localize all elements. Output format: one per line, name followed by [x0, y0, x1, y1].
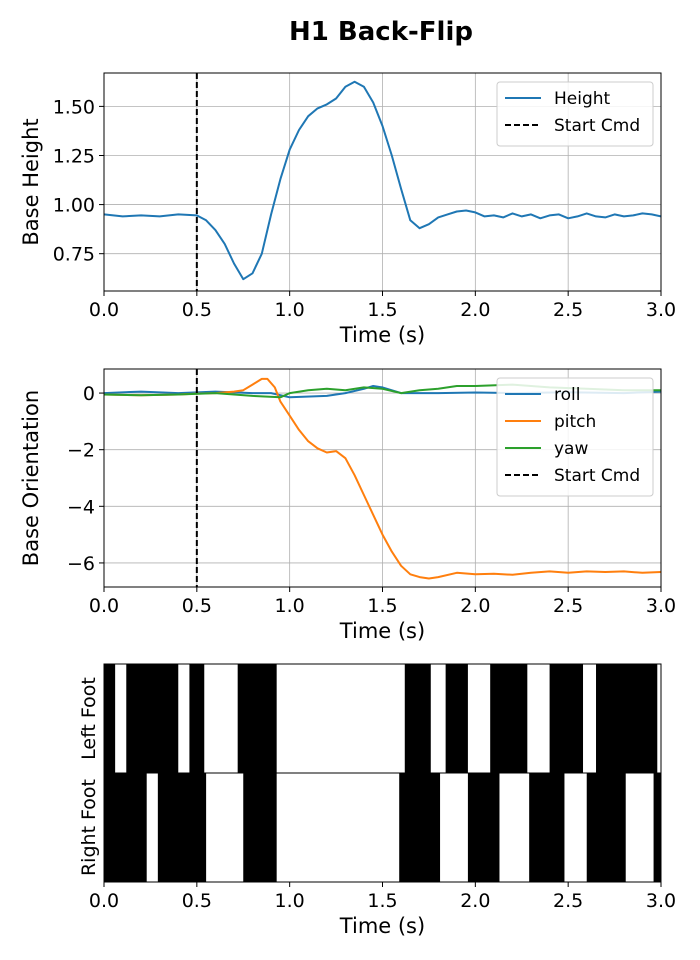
x-tick-label: 0.0 — [89, 595, 119, 617]
y-axis-label: Base Height — [19, 118, 43, 245]
y-tick-label: −6 — [67, 553, 95, 575]
contact-block-right-foot — [104, 773, 147, 882]
legend-entry: pitch — [554, 412, 596, 432]
legend-entry: Start Cmd — [554, 466, 640, 486]
x-tick-label: 1.0 — [275, 595, 305, 617]
contact-block-left-foot — [404, 664, 431, 773]
x-tick-label: 1.5 — [367, 299, 397, 321]
contact-block-left-foot — [596, 664, 658, 773]
height-panel: 0.0 0.5 1.0 1.5 2.0 2.5 3.0 0.75 1.00 1.25 1.50 Tim… — [19, 72, 676, 347]
legend-box — [496, 377, 654, 497]
y-tick-label: −2 — [67, 440, 95, 462]
y-tick-label: 1.25 — [53, 145, 95, 167]
legend-entry: roll — [554, 385, 580, 405]
x-tick-label: 0.0 — [89, 890, 119, 912]
x-tick-label: 2.0 — [460, 890, 490, 912]
y-tick-label: −4 — [67, 496, 95, 518]
contact-block-left-foot — [237, 664, 277, 773]
x-axis-label: Time (s) — [339, 914, 425, 938]
x-tick-label: 3.0 — [646, 890, 676, 912]
x-axis-label: Time (s) — [339, 323, 425, 347]
x-tick-label: 1.5 — [367, 890, 397, 912]
contact-block-right-foot — [529, 773, 565, 882]
series-line-height — [104, 80, 661, 281]
x-tick-label: 0.5 — [182, 890, 212, 912]
contact-block-right-foot — [399, 773, 441, 882]
series-line-pitch — [104, 377, 661, 580]
y-tick-label: 0.75 — [53, 244, 95, 266]
contact-block-left-foot — [445, 664, 468, 773]
y-tick-label: 0 — [83, 383, 95, 405]
x-tick-label: 2.5 — [553, 890, 583, 912]
x-tick-label: 0.0 — [89, 299, 119, 321]
x-tick-label: 3.0 — [646, 595, 676, 617]
y-axis-label: Base Orientation — [19, 390, 43, 566]
row-label: Right Foot — [78, 779, 100, 876]
contact-block-left-foot — [104, 664, 116, 773]
x-tick-label: 3.0 — [646, 299, 676, 321]
contact-block-left-foot — [126, 664, 179, 773]
contact-block-right-foot — [653, 773, 661, 882]
foot-contact-panel: Left Foot Right Foot 0.0 0.5 1.0 1.5 2.0 2.5 3.0… — [78, 663, 676, 938]
x-tick-label: 2.5 — [553, 595, 583, 617]
x-axis-label: Time (s) — [339, 619, 425, 643]
x-tick-label: 1.0 — [275, 299, 305, 321]
x-tick-label: 2.0 — [460, 595, 490, 617]
legend-entry: yaw — [554, 439, 588, 459]
x-tick-label: 1.0 — [275, 890, 305, 912]
x-tick-label: 0.5 — [182, 595, 212, 617]
y-tick-label: 1.00 — [53, 195, 95, 217]
contact-block-right-foot — [586, 773, 626, 882]
contact-block-right-foot — [467, 773, 500, 882]
contact-block-right-foot — [157, 773, 207, 882]
row-label: Left Foot — [78, 677, 100, 760]
x-tick-label: 0.5 — [182, 299, 212, 321]
figure-title: H1 Back-Flip — [289, 17, 473, 47]
contact-block-left-foot — [490, 664, 528, 773]
x-tick-label: 2.5 — [553, 299, 583, 321]
x-tick-label: 1.5 — [367, 595, 397, 617]
contact-block-left-foot — [549, 664, 584, 773]
contact-block-left-foot — [189, 664, 205, 773]
x-tick-label: 2.0 — [460, 299, 490, 321]
contact-block-right-foot — [243, 773, 277, 882]
legend-entry: Height — [554, 89, 611, 109]
y-tick-label: 1.50 — [53, 96, 95, 118]
legend-entry: Start Cmd — [554, 116, 640, 136]
orientation-panel: 0.0 0.5 1.0 1.5 2.0 2.5 3.0 −6 −4 −2 0 Time (s) Base… — [19, 368, 676, 643]
